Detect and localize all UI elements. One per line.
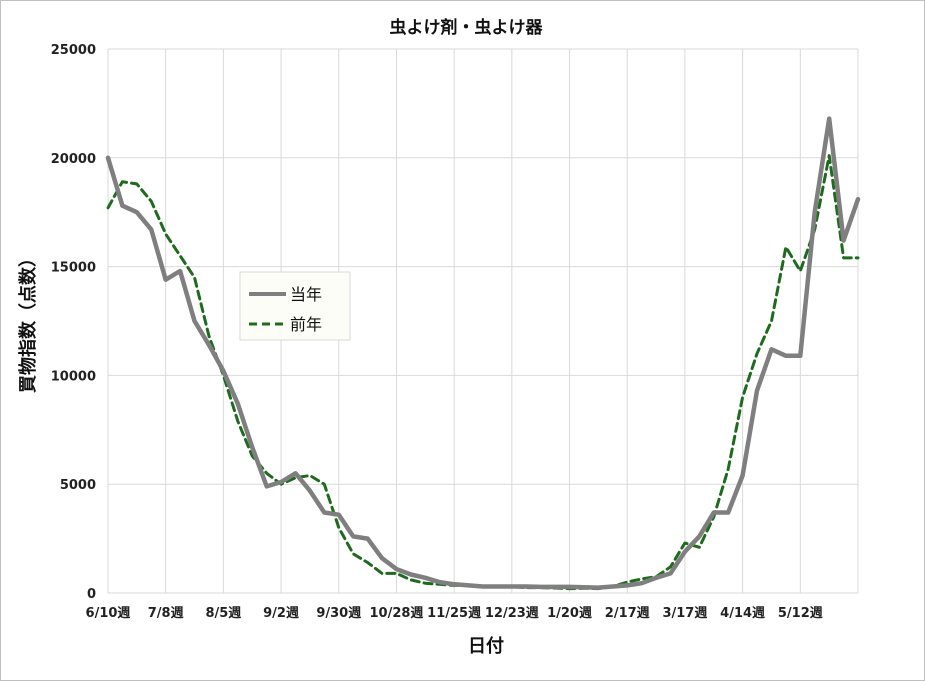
series-lines bbox=[105, 116, 861, 591]
x-tick-label: 8/5週 bbox=[205, 606, 241, 621]
legend: 当年 前年 bbox=[239, 271, 351, 341]
y-axis-title: 買物指数（点数） bbox=[17, 249, 39, 393]
x-tick-label: 12/23週 bbox=[485, 606, 539, 621]
x-tick-label: 6/10週 bbox=[86, 606, 131, 621]
grid bbox=[107, 48, 859, 594]
y-tick-label: 25000 bbox=[51, 43, 96, 58]
legend-label-previous: 前年 bbox=[290, 315, 322, 334]
chart-title: 虫よけ剤・虫よけ器 bbox=[390, 17, 544, 38]
y-tick-label: 20000 bbox=[51, 152, 96, 167]
x-tick-label: 9/2週 bbox=[263, 606, 299, 621]
y-tick-label: 0 bbox=[87, 587, 96, 602]
legend-label-current: 当年 bbox=[290, 285, 322, 304]
x-tick-label: 5/12週 bbox=[778, 606, 823, 621]
x-tick-label: 2/17週 bbox=[605, 606, 650, 621]
series-line-current bbox=[105, 116, 861, 590]
x-tick-label: 3/17週 bbox=[662, 606, 707, 621]
y-tick-label: 5000 bbox=[60, 478, 96, 493]
y-tick-label: 15000 bbox=[51, 261, 96, 276]
x-tick-label: 4/14週 bbox=[720, 606, 765, 621]
series-line-previous bbox=[106, 154, 860, 591]
y-tick-labels: 0 5000 10000 15000 20000 25000 bbox=[51, 43, 96, 602]
x-tick-labels: 6/10週 7/8週 8/5週 9/2週 9/30週 10/28週 11/25週 12/23週… bbox=[86, 606, 823, 621]
x-tick-label: 11/25週 bbox=[427, 606, 481, 621]
x-tick-label: 10/28週 bbox=[369, 606, 423, 621]
x-axis-title: 日付 bbox=[468, 635, 504, 657]
legend-box bbox=[239, 271, 351, 341]
x-tick-label: 7/8週 bbox=[148, 606, 184, 621]
x-tick-label: 1/20週 bbox=[547, 606, 592, 621]
y-tick-label: 10000 bbox=[51, 369, 96, 384]
x-tick-label: 9/30週 bbox=[316, 606, 361, 621]
